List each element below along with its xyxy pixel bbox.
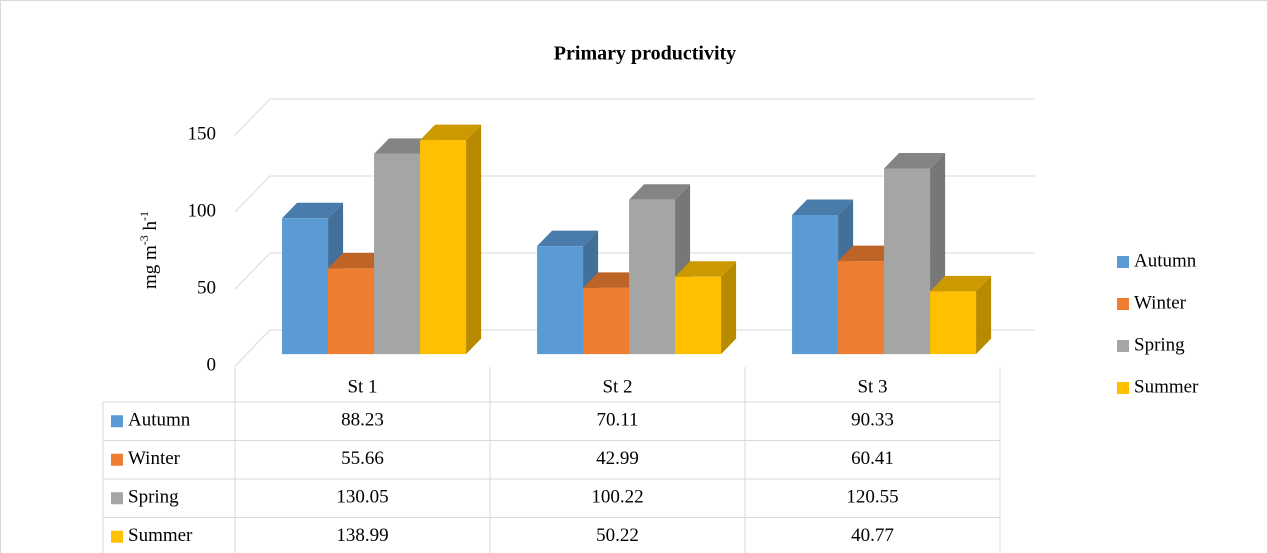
table-cell: 55.66 [341, 448, 384, 469]
y-tick-label: 0 [207, 354, 217, 375]
bar-top [884, 152, 946, 169]
table-row-label: Autumn [128, 410, 191, 431]
y-label-part: h [140, 220, 161, 235]
legend-label: Summer [1134, 376, 1199, 397]
bar [537, 246, 584, 355]
legend-swatch [1117, 382, 1129, 394]
bar [629, 199, 676, 355]
y-label-sup: -1 [137, 211, 151, 221]
y-tick-label: 150 [188, 123, 217, 144]
bar-top [930, 275, 992, 292]
table-cell: 70.11 [596, 410, 638, 431]
bar [792, 215, 839, 355]
table-row-label: Winter [128, 448, 181, 469]
table-legend-swatch [111, 415, 123, 428]
legend-label: Spring [1134, 334, 1185, 355]
table-row-label: Spring [128, 487, 179, 508]
y-tick-label: 50 [197, 277, 216, 298]
table-cell: 120.55 [846, 487, 898, 508]
bar-side [721, 261, 737, 355]
grid-line-side [234, 98, 271, 136]
bar [583, 287, 630, 355]
y-axis-label: mg m-3 h-1 [137, 211, 162, 289]
grid-line-side [234, 329, 271, 367]
x-tick-label: St 3 [857, 376, 887, 397]
bar [420, 140, 467, 355]
x-tick-label: St 1 [347, 376, 377, 397]
y-label-part: mg m [140, 245, 161, 289]
table-cell: 130.05 [336, 487, 388, 508]
bar [328, 268, 375, 355]
y-tick-label: 100 [188, 200, 217, 221]
bar-top [282, 202, 344, 219]
y-label-sup: -3 [137, 235, 151, 245]
chart-title: Primary productivity [554, 43, 736, 65]
table-legend-swatch [111, 453, 123, 466]
table-legend-swatch [111, 492, 123, 505]
bar-top [629, 184, 691, 200]
table-cell: 42.99 [596, 448, 639, 469]
x-tick-label: St 2 [602, 376, 632, 397]
grid-line-side [234, 175, 271, 213]
bar [930, 291, 977, 355]
table-cell: 90.33 [851, 410, 894, 431]
legend-swatch [1117, 256, 1129, 268]
legend-label: Autumn [1134, 250, 1197, 271]
table-cell: 88.23 [341, 410, 384, 431]
bar [675, 276, 722, 355]
table-cell: 60.41 [851, 448, 894, 469]
bar-top [792, 199, 854, 216]
bar-top [838, 245, 900, 262]
table-cell: 50.22 [596, 525, 639, 546]
bar-top [537, 230, 599, 247]
legend-label: Winter [1134, 292, 1187, 313]
bar-side [976, 275, 992, 355]
bar-side [466, 124, 482, 355]
table-row-label: Summer [128, 525, 193, 546]
bar-top [374, 138, 436, 154]
bar-top [420, 124, 482, 141]
table-legend-swatch [111, 530, 123, 543]
bar [374, 153, 421, 355]
bar-top [583, 272, 645, 288]
bar [884, 168, 931, 355]
bar [282, 218, 329, 355]
bar-top [328, 252, 390, 269]
table-cell: 100.22 [591, 487, 643, 508]
table-cell: 40.77 [851, 525, 894, 546]
bar [838, 261, 885, 355]
grid-line-side [234, 252, 271, 290]
table-cell: 138.99 [336, 525, 388, 546]
bar-top [675, 261, 737, 277]
legend-swatch [1117, 340, 1129, 352]
legend-swatch [1117, 298, 1129, 310]
